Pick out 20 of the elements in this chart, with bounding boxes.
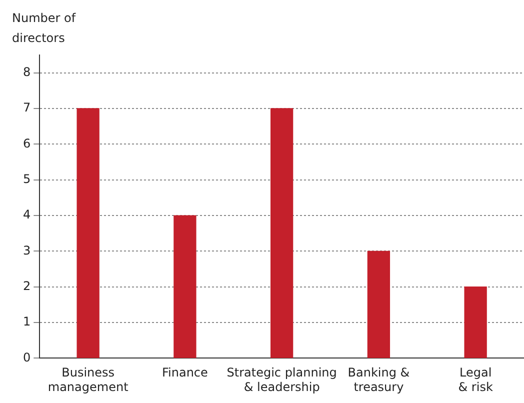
y-tick-label: 1 [22, 314, 31, 329]
bar [270, 108, 294, 358]
y-tick-label: 5 [22, 172, 31, 186]
y-tick-label: 7 [22, 100, 31, 115]
y-tick-label: 0 [22, 350, 31, 364]
x-tick-label: Business management [48, 366, 129, 394]
y-tick-label: 8 [22, 64, 31, 79]
x-tick-label: Strategic planning & leadership [226, 366, 337, 394]
y-tick-label: 6 [22, 136, 31, 150]
bar [174, 215, 196, 358]
bar [367, 250, 390, 358]
y-tick-label: 2 [22, 278, 31, 293]
y-tick-label: 4 [22, 208, 31, 222]
x-tick-label: Banking & treasury [348, 366, 410, 394]
x-tick-label: Finance [162, 366, 208, 380]
bar [464, 286, 487, 358]
bar [76, 108, 100, 358]
y-axis-title: Number of directors [12, 10, 76, 47]
x-tick-label: Legal & risk [458, 366, 493, 394]
y-tick-label: 3 [22, 243, 31, 258]
